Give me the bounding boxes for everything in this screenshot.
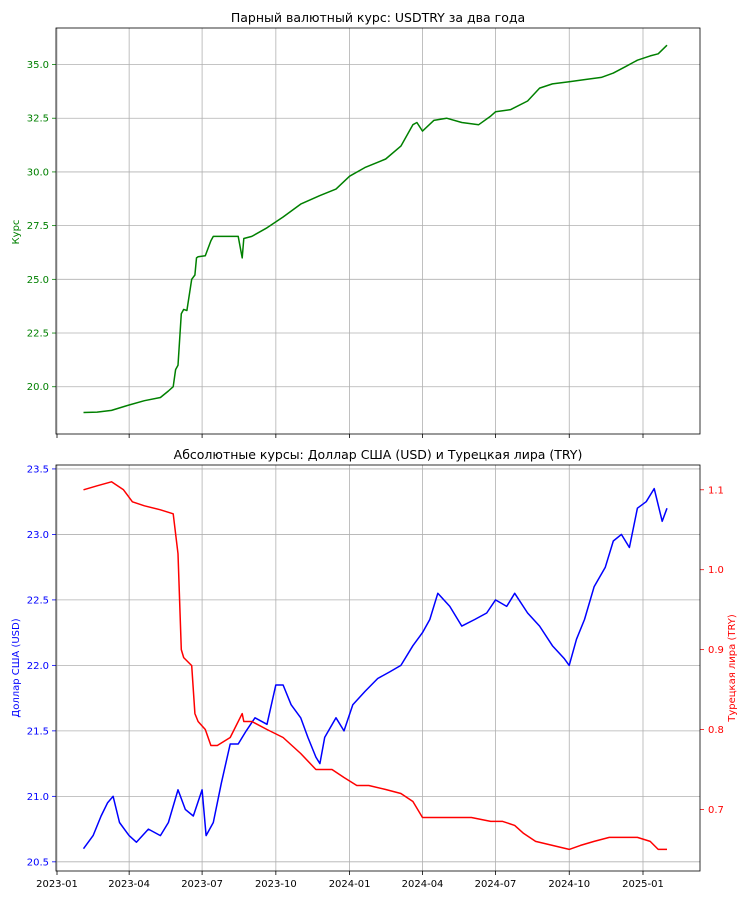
x-tick-label: 2023-10 [255, 879, 297, 890]
usdtry-series-line [83, 44, 668, 414]
x-tick-label: 2023-01 [36, 879, 78, 890]
lower-right-y-tick-label: 0.7 [708, 805, 724, 816]
x-tick-label: 2023-07 [181, 879, 223, 890]
lower-left-y-tick-label: 23.5 [27, 464, 49, 475]
lower-right-y-tick-label: 1.1 [708, 485, 724, 496]
lower-panel: Абсолютные курсы: Доллар США (USD) и Тур… [11, 447, 738, 723]
lower-right-y-axis-label: Турецкая лира (TRY) [727, 614, 738, 723]
upper-y-tick-label: 32.5 [27, 114, 49, 125]
upper-y-tick-label: 25.0 [27, 275, 49, 286]
x-tick-label: 2024-01 [329, 879, 371, 890]
x-tick-label: 2024-07 [475, 879, 517, 890]
lower-right-y-tick-label: 0.8 [708, 725, 724, 736]
upper-y-axis-label: Курс [11, 220, 22, 245]
x-tick-label: 2024-04 [402, 879, 444, 890]
lower-left-y-axis-label: Доллар США (USD) [11, 618, 22, 717]
upper-y-tick-label: 35.0 [27, 60, 49, 71]
usd-series-line [82, 487, 668, 850]
x-tick-label: 2023-04 [108, 879, 150, 890]
upper-y-tick-label: 27.5 [27, 221, 49, 232]
upper-panel: Парный валютный курс: USDTRY за два года… [11, 10, 525, 244]
try-series-line [83, 481, 667, 851]
lower-left-y-tick-label: 21.5 [27, 726, 49, 737]
lower-left-y-tick-label: 21.0 [27, 792, 49, 803]
upper-plot-frame [55, 27, 701, 435]
lower-chart-title: Абсолютные курсы: Доллар США (USD) и Тур… [174, 447, 583, 462]
upper-chart-title: Парный валютный курс: USDTRY за два года [231, 10, 525, 25]
lower-right-y-tick-label: 0.9 [708, 645, 724, 656]
upper-y-tick-label: 20.0 [27, 382, 49, 393]
upper-y-tick-label: 30.0 [27, 167, 49, 178]
chart-marks: 20.0 22.5 25.0 27.5 30.0 32.5 35.0 2023-01 2023-… [27, 27, 724, 890]
lower-right-y-tick-label: 1.0 [708, 565, 724, 576]
lower-plot-frame [55, 464, 701, 872]
x-tick-label: 2024-10 [548, 879, 590, 890]
upper-y-tick-label: 22.5 [27, 329, 49, 340]
lower-left-y-tick-label: 22.0 [27, 661, 49, 672]
lower-left-y-tick-label: 20.5 [27, 857, 49, 868]
lower-left-y-tick-label: 23.0 [27, 530, 49, 541]
x-tick-label: 2025-01 [622, 879, 664, 890]
lower-left-y-tick-label: 22.5 [27, 595, 49, 606]
